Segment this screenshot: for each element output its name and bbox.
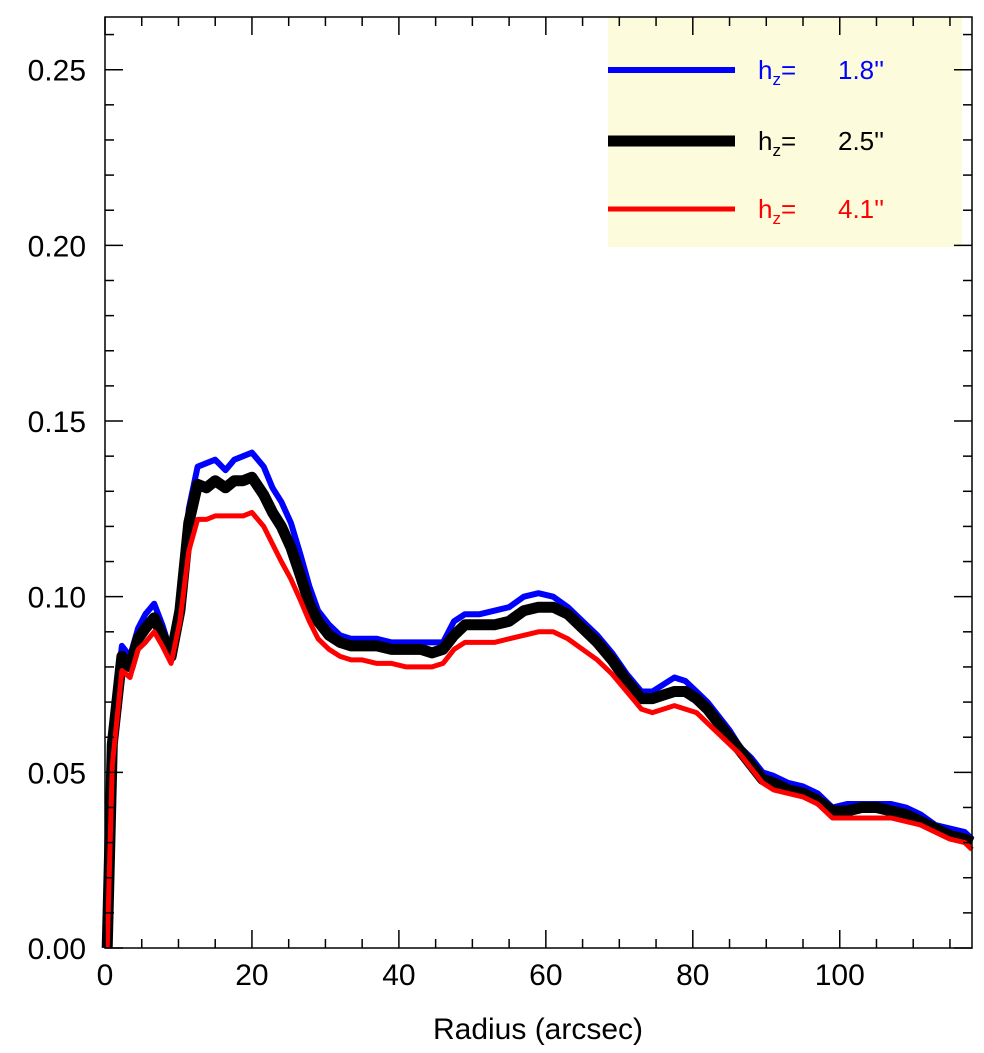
series-line-2 (101, 471, 975, 949)
legend-value-2: 2.5'' (838, 126, 884, 156)
y-tick-label: 0.25 (28, 55, 86, 88)
x-tick-label: 80 (676, 959, 709, 992)
y-tick-label: 0.15 (28, 406, 86, 439)
x-tick-label: 0 (97, 959, 114, 992)
legend: hz= 1.8'' hz= 2.5'' hz= 4.1'' (608, 55, 884, 228)
legend-value-3: 4.1'' (838, 194, 884, 224)
y-tick-label: 0.20 (28, 230, 86, 263)
legend-label-3: hz= (758, 194, 796, 228)
x-tick-label: 60 (529, 959, 562, 992)
legend-value-1: 1.8'' (838, 55, 884, 85)
series-layer (101, 449, 975, 949)
series-line-1 (104, 449, 975, 949)
x-tick-label: 40 (382, 959, 415, 992)
legend-label-2: hz= (758, 126, 796, 160)
series-line-3 (104, 509, 974, 949)
y-tick-label: 0.00 (28, 933, 86, 966)
x-axis-title: Radius (arcsec) (433, 1013, 643, 1046)
plot-frame (104, 16, 973, 949)
x-tick-label: 100 (815, 959, 865, 992)
legend-label-1: hz= (758, 55, 796, 89)
y-tick-label: 0.10 (28, 582, 86, 615)
axis-ticks (104, 17, 972, 949)
y-tick-label: 0.05 (28, 757, 86, 790)
x-tick-label: 20 (235, 959, 268, 992)
tick-labels: 0 20 40 60 80 100 0.00 0.05 0.10 0.15 0.20 0.25 (28, 55, 865, 992)
